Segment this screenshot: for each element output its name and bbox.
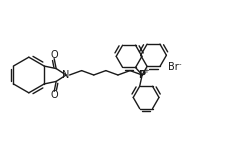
Text: +: + xyxy=(143,68,149,74)
Text: N: N xyxy=(62,70,70,80)
Text: O: O xyxy=(50,90,58,100)
Text: -: - xyxy=(179,61,181,67)
Text: Br: Br xyxy=(168,62,179,72)
Text: O: O xyxy=(50,50,58,60)
Text: P: P xyxy=(139,70,146,80)
